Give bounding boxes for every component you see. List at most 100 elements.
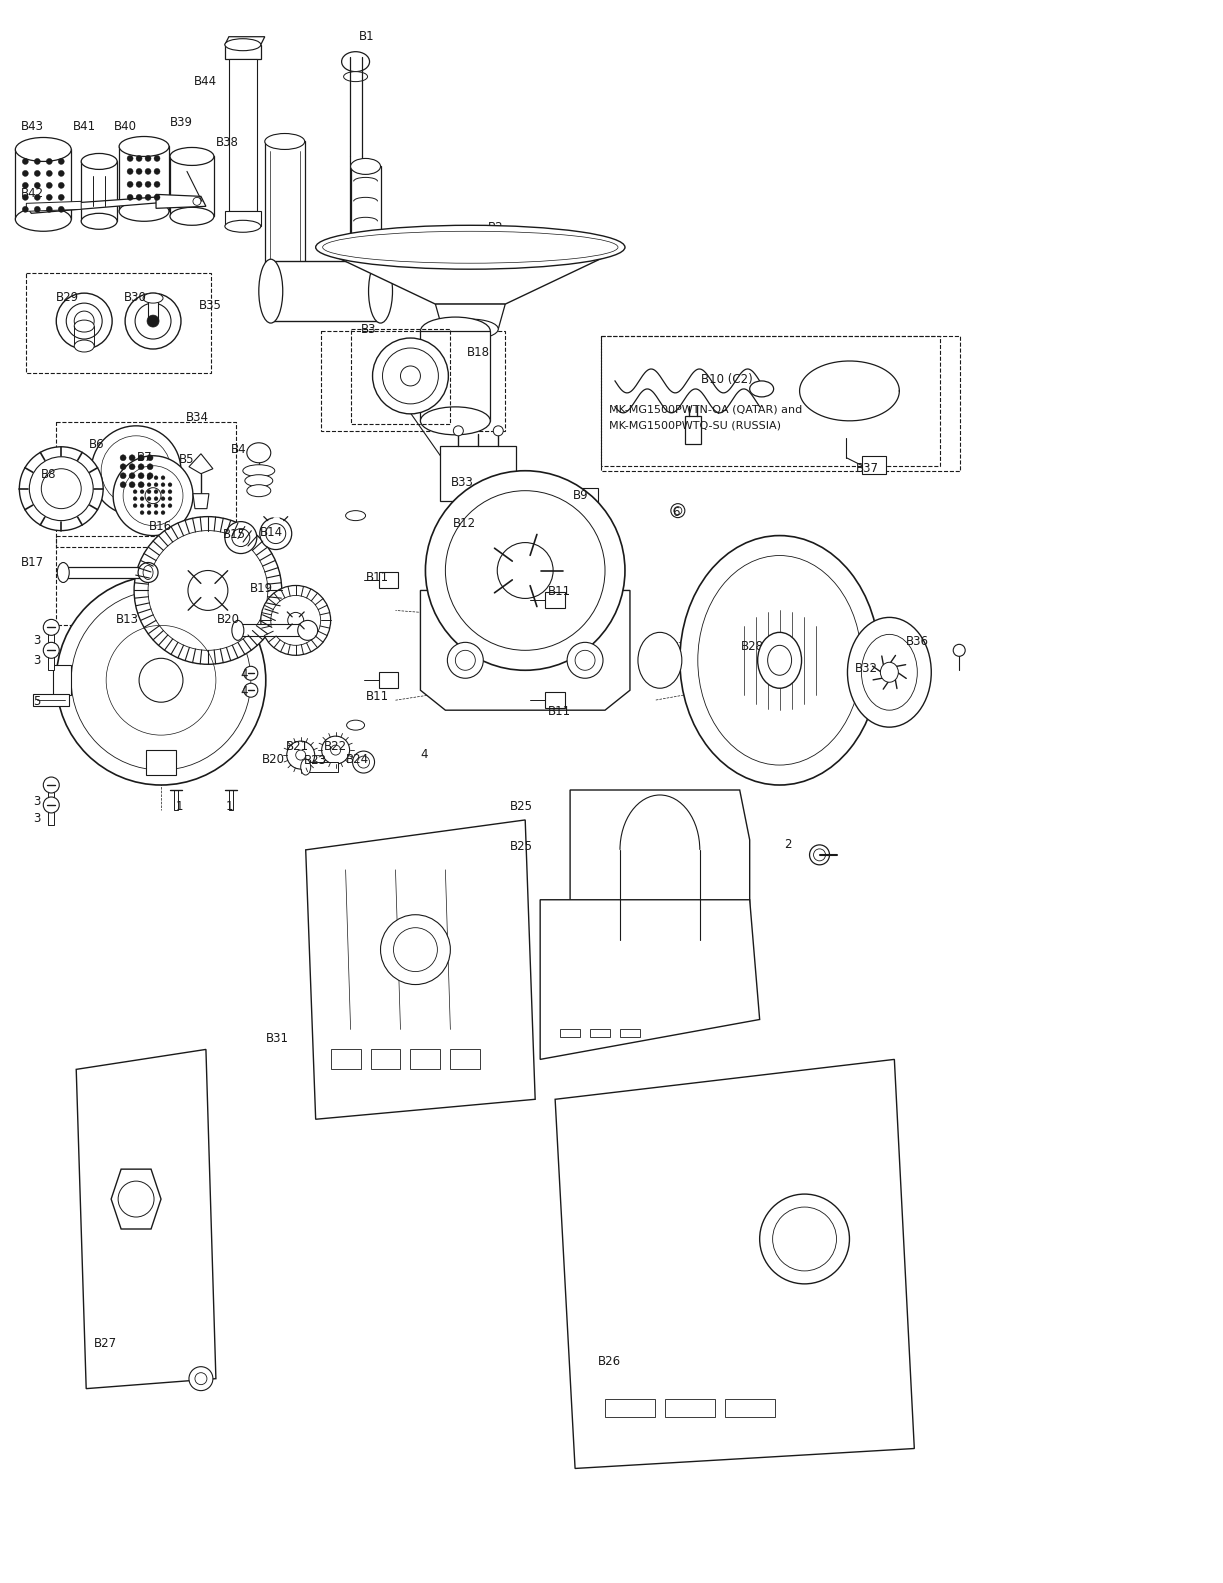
Ellipse shape [16, 207, 71, 231]
Polygon shape [119, 147, 169, 211]
Text: 4: 4 [421, 749, 428, 761]
Ellipse shape [147, 483, 152, 486]
Ellipse shape [141, 511, 144, 514]
Ellipse shape [59, 182, 65, 188]
Ellipse shape [141, 483, 144, 486]
Ellipse shape [154, 511, 158, 514]
Text: 4: 4 [241, 668, 248, 681]
Text: B7: B7 [137, 451, 153, 464]
Ellipse shape [43, 643, 59, 659]
Text: 3: 3 [33, 795, 40, 807]
Ellipse shape [341, 52, 369, 71]
Bar [33, 695, 70, 706]
Text: B27: B27 [94, 1336, 117, 1350]
Ellipse shape [170, 207, 214, 225]
Ellipse shape [341, 275, 369, 287]
Ellipse shape [20, 446, 103, 530]
Ellipse shape [136, 168, 142, 174]
Bar [545, 692, 565, 708]
Ellipse shape [125, 293, 181, 348]
Text: 3: 3 [33, 654, 40, 668]
Ellipse shape [380, 915, 450, 985]
Ellipse shape [147, 476, 152, 480]
Ellipse shape [421, 317, 490, 345]
Polygon shape [570, 790, 750, 940]
Ellipse shape [301, 760, 311, 776]
Text: B31: B31 [265, 1032, 289, 1045]
Bar [582, 488, 598, 508]
Ellipse shape [680, 535, 879, 785]
Text: B15: B15 [223, 527, 246, 541]
Ellipse shape [147, 315, 159, 328]
Polygon shape [48, 627, 54, 647]
Ellipse shape [120, 481, 126, 488]
Text: MK-MG1500PWTN-QA (QATAR) and: MK-MG1500PWTN-QA (QATAR) and [609, 405, 802, 415]
Ellipse shape [170, 147, 214, 166]
Polygon shape [351, 166, 380, 261]
Text: B36: B36 [906, 635, 929, 649]
Bar [56, 421, 236, 546]
Text: B22: B22 [324, 741, 347, 754]
Text: B42: B42 [21, 187, 44, 201]
Bar [56, 535, 241, 625]
Ellipse shape [243, 666, 258, 681]
Ellipse shape [133, 489, 137, 494]
Ellipse shape [81, 214, 117, 230]
Ellipse shape [265, 133, 305, 149]
Polygon shape [111, 1170, 161, 1228]
Bar [146, 750, 176, 776]
Ellipse shape [368, 260, 393, 323]
Polygon shape [421, 331, 490, 421]
Ellipse shape [22, 182, 28, 188]
Polygon shape [421, 590, 630, 711]
Text: B43: B43 [21, 120, 44, 133]
Ellipse shape [46, 171, 53, 176]
Ellipse shape [46, 195, 53, 201]
Text: B9: B9 [574, 489, 588, 502]
Text: B25: B25 [510, 799, 533, 814]
Bar [148, 298, 158, 321]
Ellipse shape [56, 293, 113, 348]
Text: B10 (C2): B10 (C2) [701, 374, 752, 386]
Ellipse shape [161, 511, 165, 514]
Ellipse shape [81, 154, 117, 169]
Bar [320, 331, 505, 431]
Ellipse shape [59, 195, 65, 201]
Ellipse shape [881, 662, 899, 682]
Ellipse shape [161, 497, 165, 500]
Ellipse shape [146, 168, 152, 174]
Ellipse shape [265, 263, 305, 279]
Ellipse shape [161, 489, 165, 494]
Bar [411, 1050, 440, 1070]
Text: B11: B11 [366, 570, 389, 584]
Ellipse shape [346, 720, 364, 730]
Text: B25: B25 [510, 841, 533, 853]
Text: 3: 3 [33, 812, 40, 825]
Ellipse shape [130, 454, 135, 461]
Ellipse shape [147, 503, 152, 508]
Bar [560, 1029, 580, 1037]
Ellipse shape [75, 312, 94, 331]
Text: B37: B37 [855, 462, 878, 475]
Text: B18: B18 [467, 347, 490, 359]
Ellipse shape [190, 1366, 213, 1390]
Bar [665, 1399, 714, 1417]
Ellipse shape [34, 195, 40, 201]
Ellipse shape [297, 621, 318, 641]
Ellipse shape [22, 158, 28, 165]
Ellipse shape [286, 741, 314, 769]
Ellipse shape [135, 516, 281, 665]
Ellipse shape [260, 586, 330, 655]
Ellipse shape [56, 576, 265, 785]
Text: B23: B23 [303, 754, 327, 768]
Ellipse shape [59, 206, 65, 212]
Bar [351, 329, 450, 424]
Text: B30: B30 [124, 291, 147, 304]
Ellipse shape [34, 158, 40, 165]
Text: B13: B13 [116, 613, 139, 627]
Ellipse shape [154, 497, 158, 500]
Ellipse shape [351, 158, 380, 174]
Ellipse shape [92, 426, 181, 516]
Polygon shape [306, 820, 536, 1119]
Ellipse shape [750, 382, 774, 397]
